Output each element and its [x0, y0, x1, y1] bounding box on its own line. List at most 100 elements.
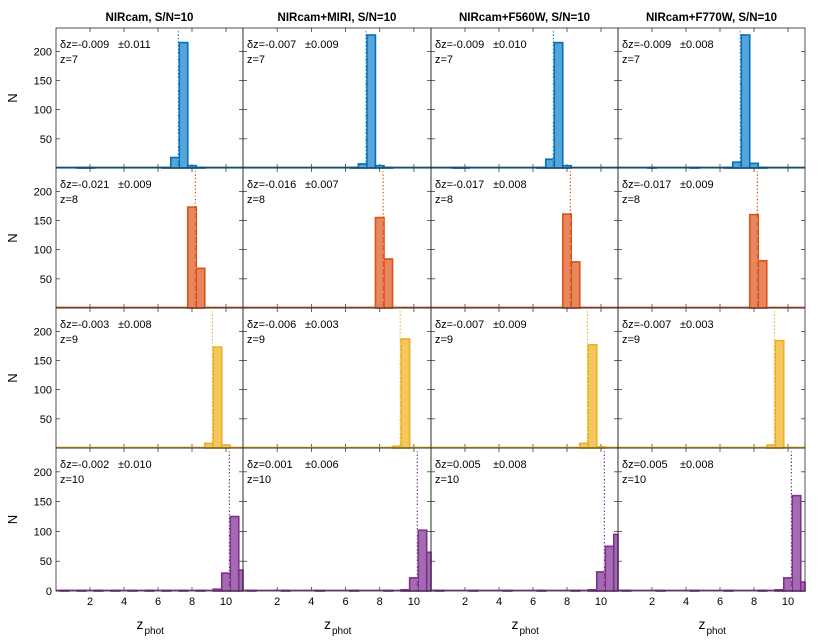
x-tick-label: 4 [121, 596, 127, 608]
delta-z-label: δz=-0.009 [435, 39, 484, 51]
redshift-label: z=8 [60, 194, 78, 206]
delta-z-error-label: ±0.003 [305, 319, 339, 331]
delta-z-label: δz=-0.002 [60, 459, 109, 471]
y-tick-label: 200 [34, 326, 52, 338]
x-axis-label-main: z [137, 616, 144, 632]
delta-z-error-label: ±0.009 [493, 319, 527, 331]
x-tick-label: 10 [595, 596, 607, 608]
column-title: NIRcam+MIRI, S/N=10 [278, 12, 397, 24]
delta-z-error-label: ±0.009 [680, 179, 714, 191]
delta-z-error-label: ±0.007 [305, 179, 339, 191]
histogram-bar [553, 41, 564, 169]
x-axis-label-main: z [324, 616, 331, 632]
histogram-bar [195, 267, 206, 309]
delta-z-error-label: ±0.003 [680, 319, 714, 331]
histogram-bar [383, 258, 394, 309]
redshift-label: z=10 [435, 474, 459, 486]
y-axis-label: N [5, 233, 20, 242]
redshift-label: z=9 [60, 334, 78, 346]
y-tick-label: 50 [40, 134, 52, 146]
x-axis-label-main: z [699, 616, 706, 632]
redshift-label: z=7 [435, 54, 453, 66]
x-tick-label: 8 [564, 596, 570, 608]
y-tick-label: 150 [34, 356, 52, 368]
delta-z-label: δz=-0.021 [60, 179, 109, 191]
histogram-bar [212, 346, 223, 449]
x-tick-label: 2 [649, 596, 655, 608]
delta-z-error-label: ±0.008 [118, 319, 152, 331]
y-tick-label: 150 [34, 497, 52, 509]
histogram-bar [748, 162, 760, 169]
delta-z-label: δz=-0.007 [435, 319, 484, 331]
x-axis-label-sub: phot [707, 626, 727, 637]
delta-z-error-label: ±0.009 [305, 39, 339, 51]
histogram-bar [237, 569, 244, 592]
delta-z-error-label: ±0.008 [680, 39, 714, 51]
histogram-bar [774, 339, 785, 449]
x-tick-label: 6 [155, 596, 161, 608]
redshift-label: z=10 [622, 474, 646, 486]
y-tick-label: 100 [34, 385, 52, 397]
redshift-label: z=7 [247, 54, 265, 66]
x-tick-label: 8 [189, 596, 195, 608]
delta-z-error-label: ±0.011 [118, 39, 151, 51]
redshift-label: z=9 [622, 334, 640, 346]
delta-z-label: δz=-0.016 [247, 179, 296, 191]
delta-z-label: δz=-0.006 [247, 319, 296, 331]
redshift-label: z=10 [247, 474, 271, 486]
x-tick-label: 4 [683, 596, 689, 608]
x-axis-label-sub: phot [332, 626, 352, 637]
histogram-bar [417, 529, 428, 592]
delta-z-label: δz=-0.017 [435, 179, 484, 191]
column-title: NIRcam, S/N=10 [106, 12, 194, 24]
delta-z-error-label: ±0.008 [493, 179, 527, 191]
redshift-label: z=7 [60, 54, 78, 66]
y-axis-label: N [5, 515, 20, 524]
y-tick-label: 200 [34, 46, 52, 58]
delta-z-label: δz=-0.009 [622, 39, 671, 51]
x-tick-label: 4 [496, 596, 502, 608]
y-tick-label: 200 [34, 467, 52, 479]
histogram-bar [799, 581, 806, 592]
redshift-label: z=9 [435, 334, 453, 346]
delta-z-error-label: ±0.008 [680, 459, 714, 471]
y-tick-label: 100 [34, 245, 52, 257]
x-axis-label-sub: phot [520, 626, 540, 637]
histogram-bar [740, 34, 751, 169]
delta-z-error-label: ±0.006 [305, 459, 339, 471]
y-tick-label: 50 [40, 556, 52, 568]
redshift-label: z=9 [247, 334, 265, 346]
y-tick-label: 200 [34, 186, 52, 198]
histogram-bar [366, 34, 377, 169]
x-tick-label: 10 [782, 596, 794, 608]
x-tick-label: 6 [342, 596, 348, 608]
histogram-bar [220, 444, 232, 449]
histogram-bar [570, 261, 581, 309]
delta-z-error-label: ±0.009 [118, 179, 152, 191]
histogram-bar [186, 206, 198, 309]
y-tick-label: 100 [34, 526, 52, 538]
histogram-bar [169, 156, 181, 169]
histogram-bar [229, 515, 240, 592]
column-title: NIRcam+F770W, S/N=10 [646, 12, 777, 24]
x-tick-label: 4 [308, 596, 314, 608]
redshift-label: z=8 [435, 194, 453, 206]
delta-z-label: δz=-0.003 [60, 319, 109, 331]
y-tick-label: 0 [46, 586, 52, 598]
redshift-label: z=7 [622, 54, 640, 66]
y-axis-label: N [5, 93, 20, 102]
delta-z-label: δz=0.005 [622, 459, 668, 471]
x-axis-label-sub: phot [145, 626, 165, 637]
delta-z-error-label: ±0.010 [118, 459, 152, 471]
y-axis-label: N [5, 373, 20, 382]
x-tick-label: 10 [220, 596, 232, 608]
x-tick-label: 2 [274, 596, 280, 608]
column-title: NIRcam+F560W, S/N=10 [459, 12, 590, 24]
y-tick-label: 150 [34, 216, 52, 228]
histogram-bar [612, 533, 619, 592]
x-axis-label-main: z [512, 616, 519, 632]
histogram-bar [791, 494, 802, 592]
y-tick-label: 150 [34, 76, 52, 88]
histogram-bar [757, 259, 768, 309]
x-tick-label: 10 [408, 596, 420, 608]
